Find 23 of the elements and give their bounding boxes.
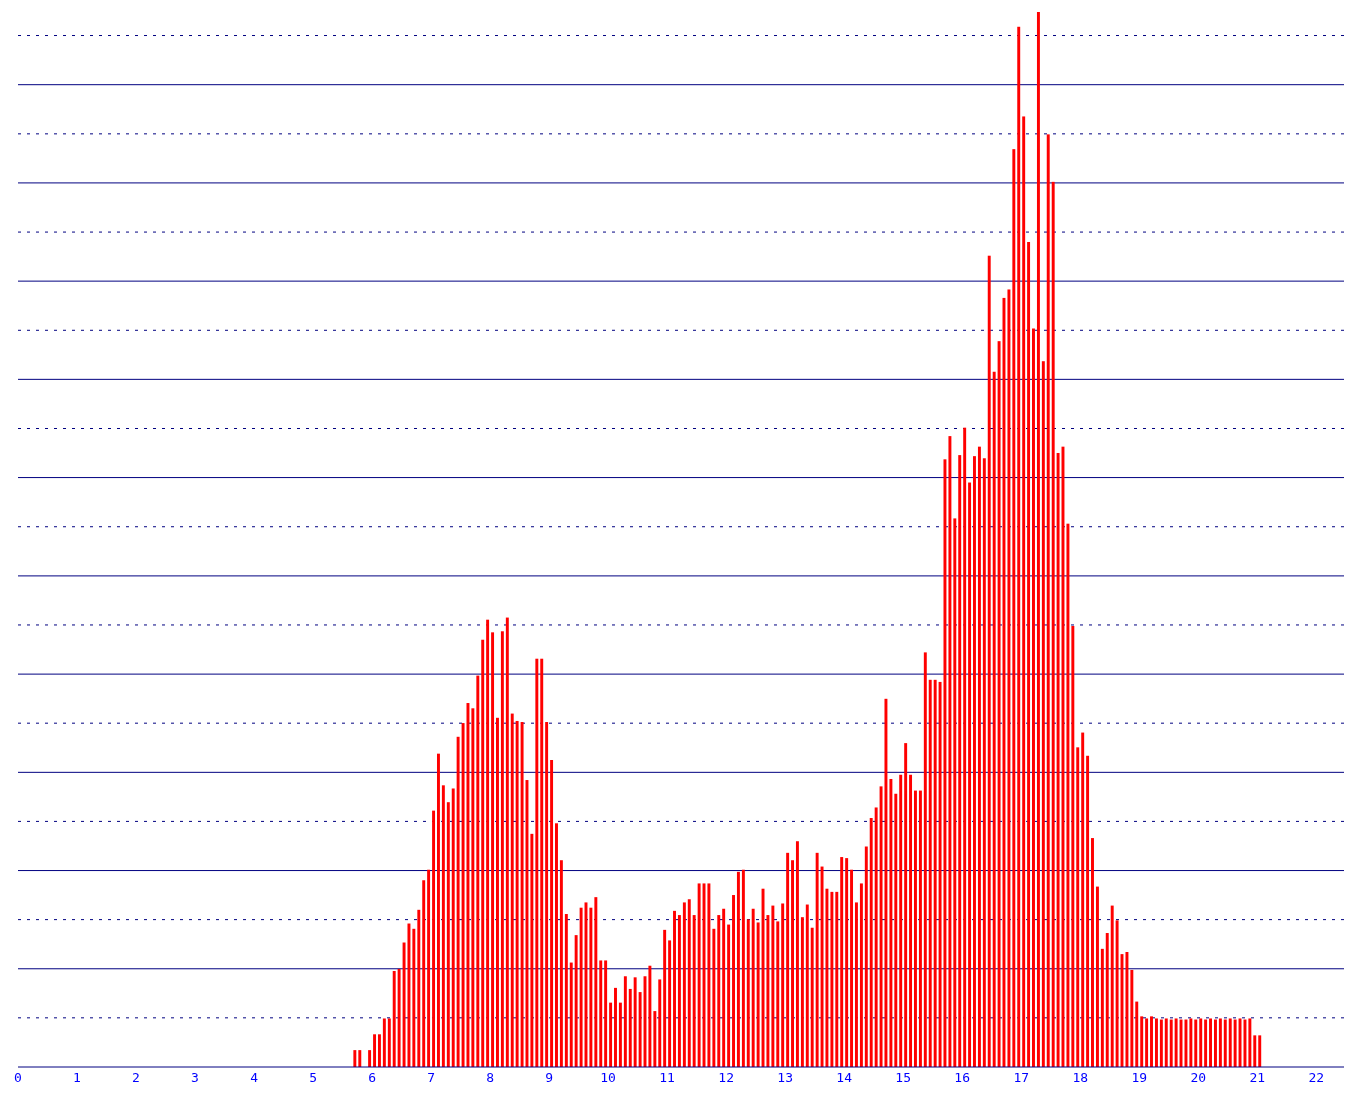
x-tick-label: 3 [191,1070,199,1085]
x-tick-label: 19 [1131,1070,1148,1085]
x-tick-label: 17 [1013,1070,1030,1085]
x-tick-label: 20 [1190,1070,1207,1085]
x-tick-label: 1 [73,1070,81,1085]
x-tick-label: 10 [600,1070,616,1085]
x-tick-label: 21 [1249,1070,1266,1085]
x-tick-label: 9 [545,1070,554,1085]
x-tick-label: 13 [777,1070,793,1085]
x-tick-label: 15 [895,1070,912,1085]
x-tick-label: 18 [1072,1070,1089,1085]
x-tick-label: 12 [718,1070,734,1085]
x-tick-label: 7 [427,1070,435,1085]
x-tick-label: 2 [132,1070,140,1085]
x-tick-label: 5 [309,1070,317,1085]
x-tick-label: 22 [1308,1070,1325,1085]
x-tick-label: 8 [486,1070,495,1085]
x-tick-label: 0 [14,1070,22,1085]
x-tick-label: 6 [368,1070,376,1085]
x-tick-label: 16 [954,1070,971,1085]
x-tick-label: 4 [250,1070,259,1085]
x-tick-label: 14 [836,1070,853,1085]
x-tick-label: 11 [659,1070,675,1085]
